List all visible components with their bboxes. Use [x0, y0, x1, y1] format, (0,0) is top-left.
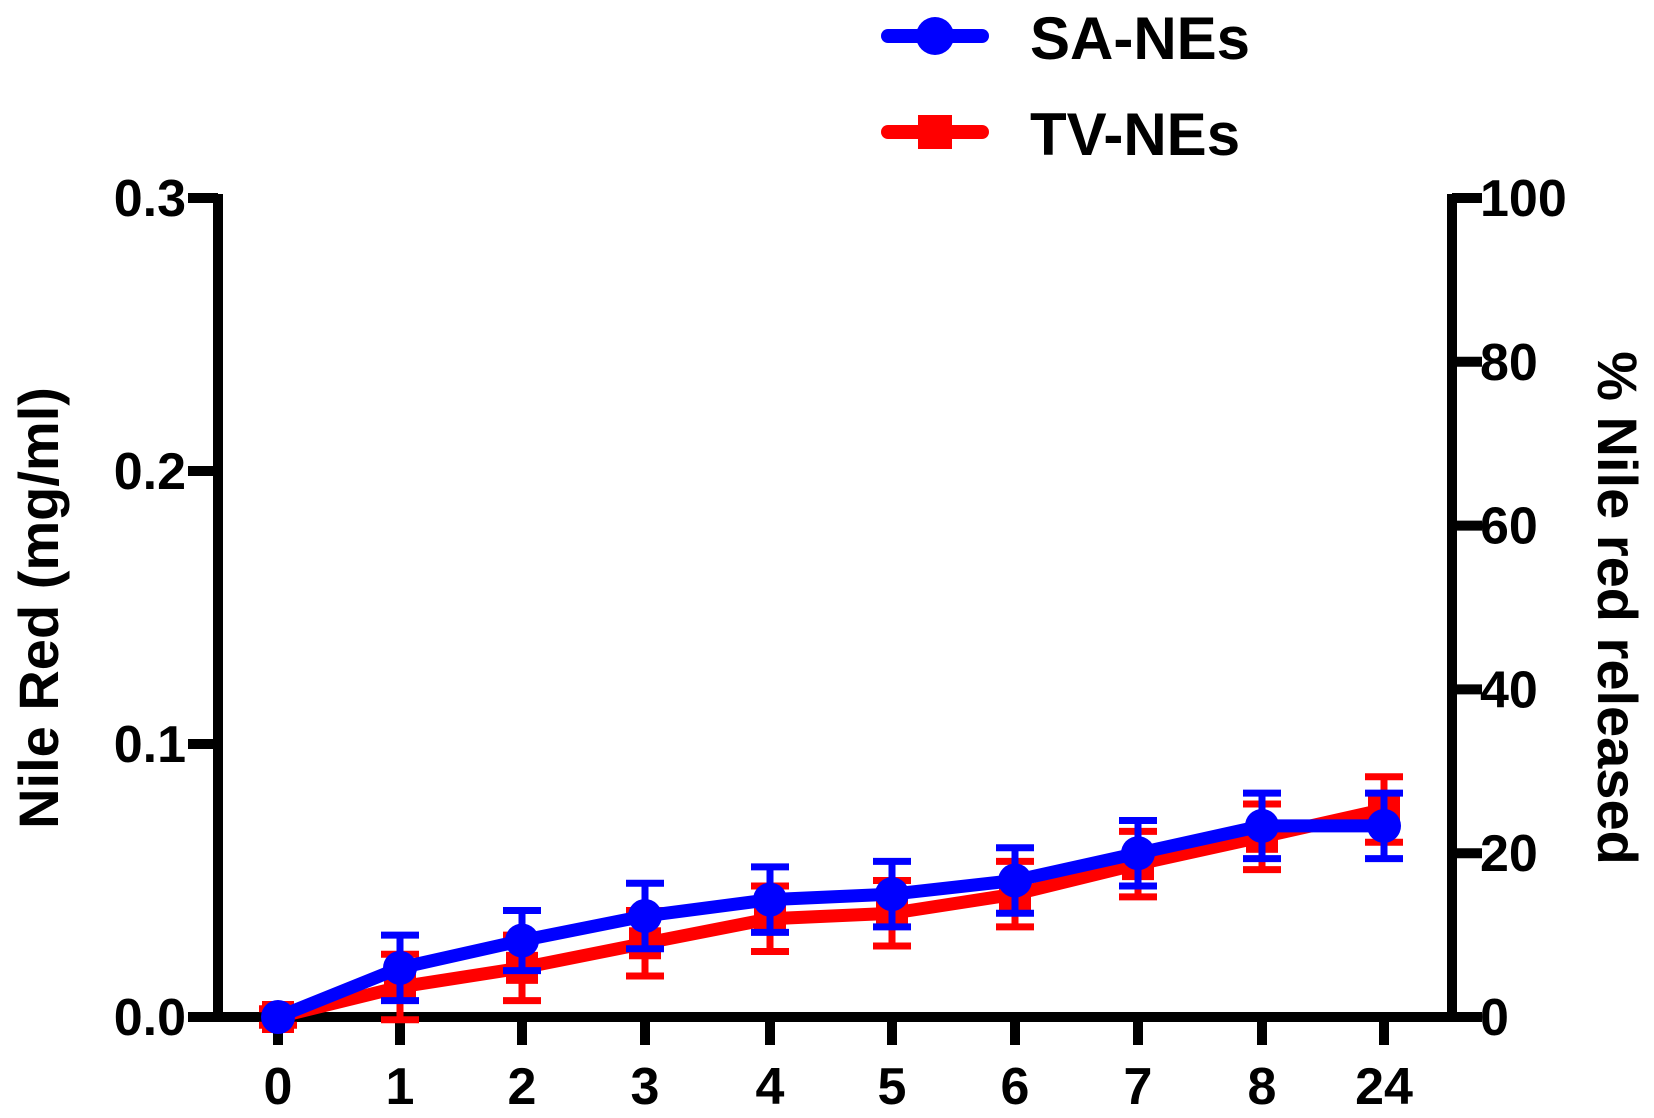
right-y-tick-label: 20 — [1480, 825, 1538, 883]
data-point-sa — [628, 898, 662, 933]
right-y-tick-label: 0 — [1480, 989, 1509, 1047]
x-tick-label: 6 — [1001, 1058, 1030, 1116]
x-tick-label: 1 — [386, 1058, 415, 1116]
data-point-sa — [383, 950, 417, 985]
data-point-sa — [998, 863, 1032, 898]
legend-label-sa: SA-NEs — [1030, 5, 1250, 72]
legend-label-tv: TV-NEs — [1030, 101, 1240, 168]
x-tick-label: 24 — [1355, 1058, 1413, 1116]
x-ticks: 0 1 2 3 4 5 6 7 8 24 — [264, 1017, 1413, 1116]
legend: SA-NEs TV-NEs — [881, 5, 1250, 168]
x-tick-label: 7 — [1124, 1058, 1153, 1116]
right-y-axis-title: % Nile red released — [1586, 351, 1649, 865]
data-point-sa — [753, 882, 787, 917]
data-point-sa — [1245, 808, 1279, 843]
data-point-sa — [875, 877, 909, 912]
data-point-sa — [261, 1000, 295, 1034]
left-y-tick-label: 0.1 — [114, 716, 186, 774]
left-y-axis-title: Nile Red (mg/ml) — [7, 387, 70, 829]
x-tick-label: 4 — [756, 1058, 785, 1116]
right-y-tick-label: 80 — [1480, 334, 1538, 392]
left-y-ticks: 0.0 0.1 0.2 0.3 — [114, 170, 218, 1047]
left-y-tick-label: 0.0 — [114, 989, 186, 1047]
data-point-sa — [1121, 836, 1155, 871]
legend-marker-sa — [916, 17, 954, 55]
left-y-tick-label: 0.2 — [114, 443, 186, 501]
x-tick-label: 0 — [264, 1058, 293, 1116]
right-y-tick-label: 40 — [1480, 661, 1538, 719]
right-y-tick-label: 100 — [1480, 170, 1567, 228]
legend-item-sa: SA-NEs — [881, 5, 1250, 72]
x-tick-label: 2 — [508, 1058, 537, 1116]
series-tv — [259, 773, 1403, 1033]
series-line-tv — [271, 803, 1391, 1024]
axes — [213, 194, 1457, 1022]
x-tick-label: 5 — [878, 1058, 907, 1116]
x-tick-label: 3 — [631, 1058, 660, 1116]
x-tick-label: 8 — [1248, 1058, 1277, 1116]
legend-item-tv: TV-NEs — [881, 101, 1240, 168]
series-sa — [261, 789, 1403, 1034]
series-line-sa — [271, 819, 1391, 1024]
right-y-ticks: 0 20 40 60 80 100 — [1452, 170, 1567, 1047]
data-point-sa — [505, 923, 539, 958]
left-y-tick-label: 0.3 — [114, 170, 186, 228]
series-layer — [259, 773, 1403, 1034]
right-y-tick-label: 60 — [1480, 498, 1538, 556]
data-point-sa — [1367, 808, 1401, 843]
legend-marker-tv — [918, 115, 952, 149]
